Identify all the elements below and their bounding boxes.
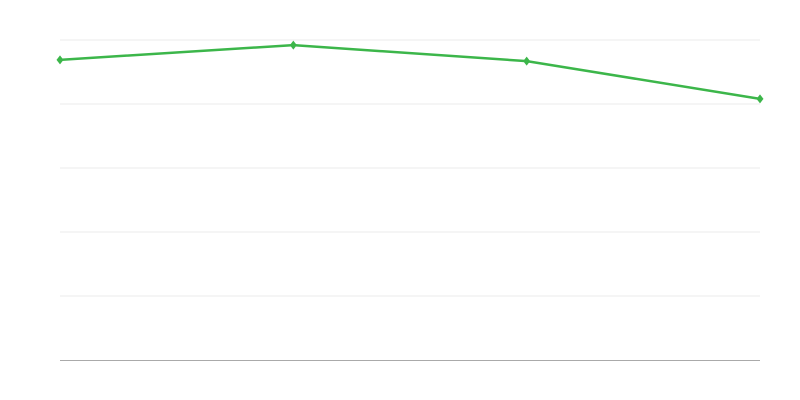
data-point-marker <box>289 40 297 50</box>
data-point-marker <box>56 55 64 65</box>
series-line <box>59 43 761 101</box>
data-point-marker <box>523 56 531 66</box>
data-point-marker <box>756 94 764 104</box>
